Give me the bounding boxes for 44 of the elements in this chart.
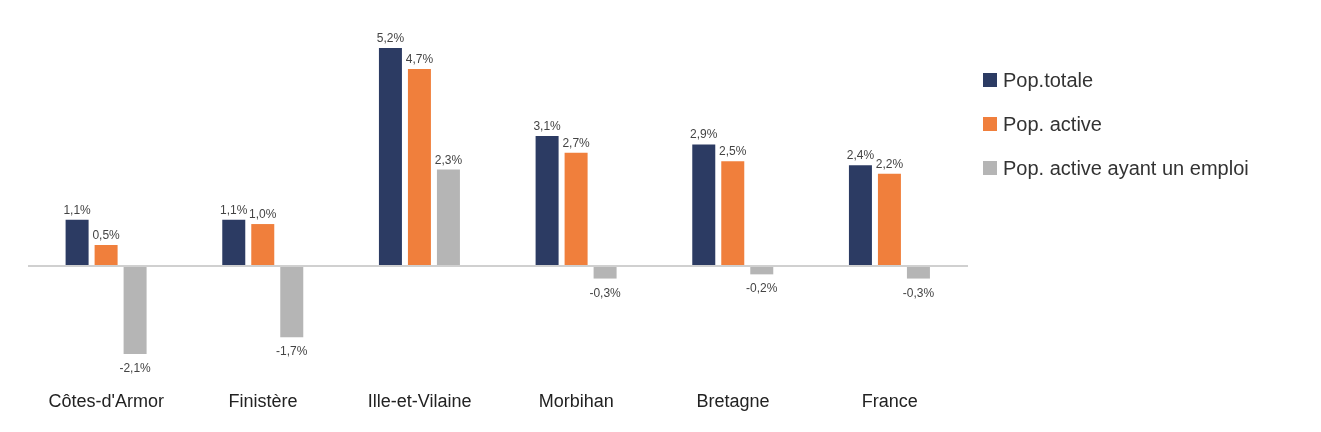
data-label: 1,1% xyxy=(220,202,248,217)
bar xyxy=(721,161,745,266)
legend-label: Pop. active ayant un emploi xyxy=(1003,156,1249,180)
bar xyxy=(222,219,246,266)
x-tick-label: France xyxy=(861,390,918,411)
bar xyxy=(94,245,118,266)
bar xyxy=(906,265,930,279)
data-label: 2,5% xyxy=(719,144,747,159)
bar xyxy=(593,265,617,279)
x-tick-label: Morbihan xyxy=(538,390,614,411)
data-label: 2,4% xyxy=(846,148,875,163)
data-label: 2,2% xyxy=(875,156,904,171)
data-label: 2,3% xyxy=(434,152,463,167)
data-label: -0,3% xyxy=(902,285,935,300)
data-label: -0,2% xyxy=(746,281,778,296)
bar xyxy=(535,136,559,266)
data-label: 1,1% xyxy=(63,202,92,217)
data-label: -0,3% xyxy=(589,285,622,300)
data-label: -2,1% xyxy=(119,361,152,375)
bar xyxy=(407,68,431,266)
legend-label: Pop. active xyxy=(1003,112,1102,136)
x-tick-label: Finistère xyxy=(228,390,298,411)
bar xyxy=(65,219,89,266)
x-tick-label: Bretagne xyxy=(696,390,770,411)
data-label: -1,7% xyxy=(276,344,308,359)
legend-label: Pop.totale xyxy=(1003,68,1094,92)
data-label: 4,7% xyxy=(405,51,434,66)
bar xyxy=(848,165,872,266)
data-label: 5,2% xyxy=(376,31,405,45)
data-label: 0,5% xyxy=(92,228,121,243)
bar xyxy=(436,169,460,266)
data-label: 3,1% xyxy=(533,119,562,134)
x-tick-label: Ille-et-Vilaine xyxy=(367,390,472,411)
bar xyxy=(564,152,588,266)
bar xyxy=(692,144,716,266)
data-label: 2,9% xyxy=(690,127,718,142)
bar xyxy=(280,265,304,338)
data-label: 1,0% xyxy=(249,207,277,222)
bar xyxy=(251,224,275,266)
bar xyxy=(123,265,147,354)
data-label: 2,7% xyxy=(562,135,591,150)
x-tick-label: Côtes-d'Armor xyxy=(48,390,165,411)
bar xyxy=(877,173,901,266)
bar xyxy=(378,48,402,266)
